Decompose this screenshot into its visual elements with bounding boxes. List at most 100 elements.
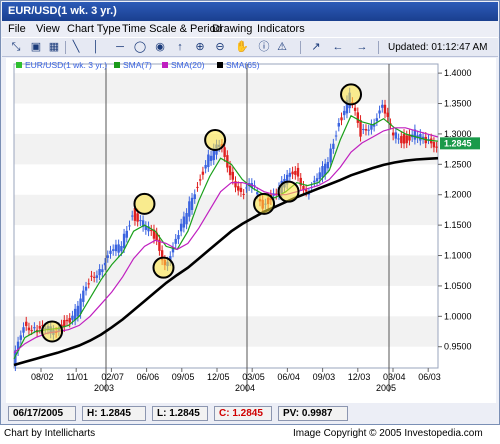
status-close: C: 1.2845 xyxy=(214,406,272,421)
candle-body xyxy=(364,129,368,131)
candle-body xyxy=(383,104,387,114)
candle-body xyxy=(315,178,319,182)
candle-body xyxy=(207,154,210,168)
candle-body xyxy=(38,326,42,329)
year-label: 2003 xyxy=(94,383,114,393)
draw-line-icon[interactable]: ╲ xyxy=(72,41,80,53)
candle-body xyxy=(386,112,389,117)
candle-body xyxy=(160,250,164,261)
candle-body xyxy=(95,275,99,278)
info-icon[interactable]: ⓘ xyxy=(258,41,270,53)
legend-swatch xyxy=(162,62,168,68)
series-line xyxy=(13,127,439,354)
window-title: EUR/USD(1 wk. 3 yr.) xyxy=(8,5,117,17)
candle-body xyxy=(318,172,321,179)
status-low: L: 1.2845 xyxy=(152,406,208,421)
print-icon[interactable]: ▣ xyxy=(30,41,42,53)
candle-body xyxy=(435,146,438,148)
candle-body xyxy=(209,155,213,161)
candle-body xyxy=(372,123,376,127)
trend-icon[interactable]: ↗ xyxy=(311,41,321,53)
y-tick-label: 1.3000 xyxy=(444,129,472,139)
candle-body xyxy=(239,187,243,193)
series-line xyxy=(13,114,439,360)
candle-body xyxy=(150,229,153,232)
y-tick-label: 1.2500 xyxy=(444,159,472,169)
candle-body xyxy=(394,132,398,139)
year-label: 2004 xyxy=(235,383,255,393)
x-tick-label: 03/04 xyxy=(383,372,406,382)
menu-drawing[interactable]: Drawing xyxy=(212,23,253,35)
vertical-line-icon[interactable]: │ xyxy=(92,41,100,53)
legend-label: EUR/USD(1 wk. 3 yr.) xyxy=(25,60,107,70)
legend-swatch xyxy=(217,62,223,68)
x-tick-label: 12/05 xyxy=(207,372,230,382)
candle-body xyxy=(397,138,400,140)
x-tick-label: 12/03 xyxy=(348,372,371,382)
chart-background xyxy=(6,58,496,403)
candle-body xyxy=(353,107,357,111)
arrow-right-icon[interactable]: → xyxy=(356,41,368,53)
footer-credit: Chart by Intellicharts xyxy=(4,428,96,439)
arrow-left-icon[interactable]: ← xyxy=(332,41,344,53)
candle-body xyxy=(288,172,292,177)
candle-body xyxy=(405,135,408,144)
menu-chart-type[interactable]: Chart Type xyxy=(67,23,121,35)
candle-body xyxy=(402,133,406,144)
candle-body xyxy=(90,275,93,277)
candle-body xyxy=(25,321,28,326)
candle-body xyxy=(375,118,379,122)
y-tick-label: 1.1500 xyxy=(444,220,472,230)
candle-body xyxy=(185,213,188,225)
highlight-circle xyxy=(340,83,363,106)
y-tick-label: 1.2000 xyxy=(444,190,472,200)
warning-icon[interactable]: ⚠ xyxy=(277,41,287,53)
candle-body xyxy=(65,319,69,322)
arrow-up-icon[interactable]: ↑ xyxy=(177,41,183,53)
menu-time-scale[interactable]: Time Scale & Period xyxy=(122,23,222,35)
zoom-in-icon[interactable]: ⊕ xyxy=(195,41,205,53)
circle-icon[interactable]: ◯ xyxy=(133,41,147,53)
candle-body xyxy=(326,161,330,169)
candle-body xyxy=(147,226,150,232)
candle-body xyxy=(73,308,77,321)
target-icon[interactable]: ◉ xyxy=(155,41,165,53)
x-tick-label: 09/05 xyxy=(172,372,195,382)
zoom-fit-icon[interactable]: ⤡ xyxy=(11,41,21,53)
candle-body xyxy=(84,286,88,291)
footer-copyright: Image Copyright © 2005 Investopedia.com xyxy=(293,428,483,439)
grid-band xyxy=(14,255,438,286)
candle-body xyxy=(408,134,411,141)
horizontal-line-icon[interactable]: ─ xyxy=(116,41,124,53)
candle-body xyxy=(106,255,109,258)
candle-body xyxy=(190,197,194,210)
candle-body xyxy=(169,256,172,262)
status-date: 06/17/2005 xyxy=(8,406,76,421)
candle-body xyxy=(299,177,302,186)
highlight-circle xyxy=(277,180,300,203)
candle-body xyxy=(68,318,71,323)
candle-body xyxy=(101,269,104,273)
price-chart[interactable]: 1.4000 1.3500 1.3000 1.2500 1.2000 1.1500 1.10… xyxy=(6,58,496,403)
candle-body xyxy=(421,136,425,139)
candle-body xyxy=(92,276,96,278)
menu-indicators[interactable]: Indicators xyxy=(257,23,305,35)
candle-body xyxy=(155,232,158,241)
candle-body xyxy=(103,262,107,266)
x-tick-label: 03/05 xyxy=(242,372,265,382)
candle-body xyxy=(122,233,126,249)
highlight-circle xyxy=(133,192,156,215)
y-tick-label: 1.1000 xyxy=(444,251,472,261)
candle-body xyxy=(193,194,196,200)
menu-view[interactable]: View xyxy=(36,23,60,35)
menu-file[interactable]: File xyxy=(8,23,26,35)
candle-body xyxy=(321,166,324,178)
save-icon[interactable]: ▦ xyxy=(48,41,60,53)
candle-body xyxy=(345,100,349,114)
last-price-label: 1.2845 xyxy=(444,138,472,148)
candle-body xyxy=(334,135,338,137)
hand-icon[interactable]: ✋ xyxy=(235,41,249,53)
candle-body xyxy=(79,298,82,314)
zoom-out-icon[interactable]: ⊖ xyxy=(215,41,225,53)
y-tick-label: 1.0500 xyxy=(444,281,472,291)
